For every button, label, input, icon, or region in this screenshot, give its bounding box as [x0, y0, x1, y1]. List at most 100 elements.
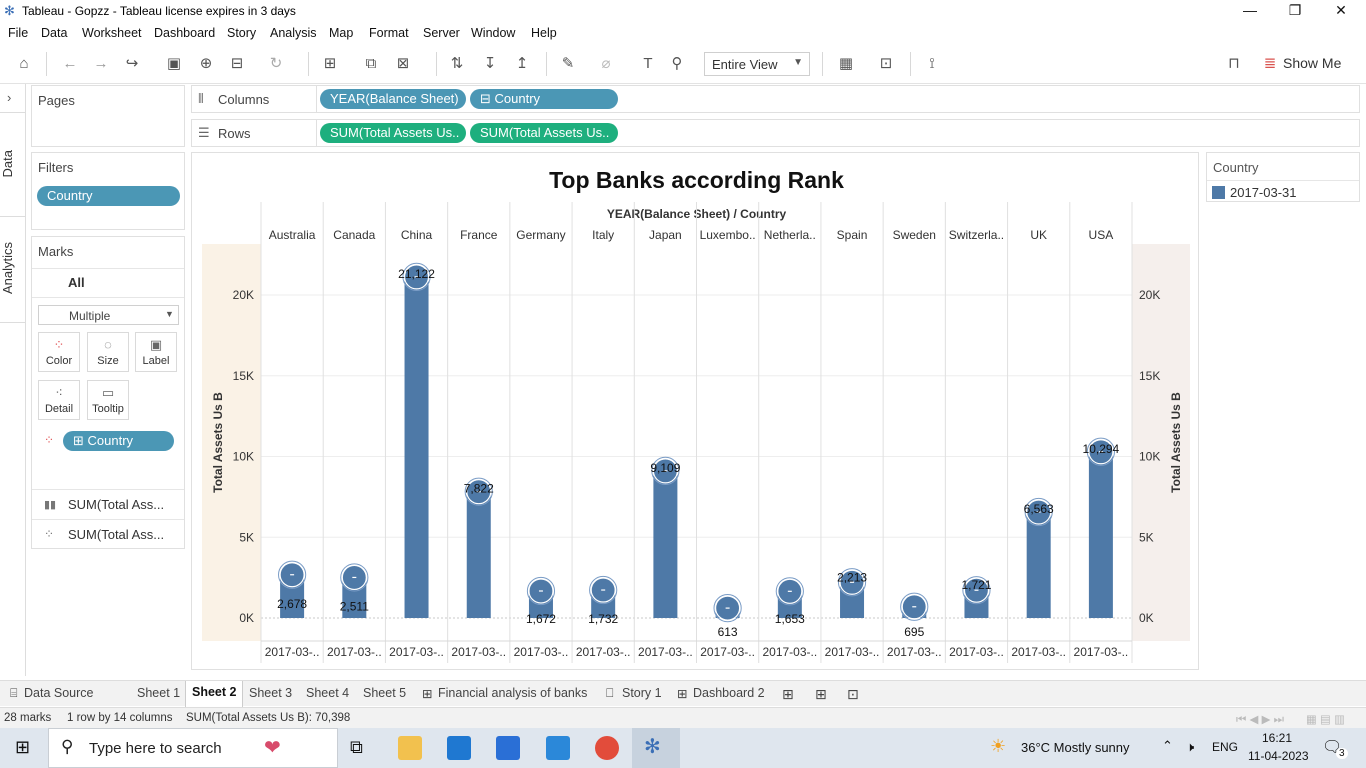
file-explorer-icon[interactable] [398, 736, 422, 760]
refresh-icon[interactable]: ↻ [269, 55, 283, 72]
marks-all-row[interactable]: All [32, 268, 184, 298]
expand-panel-icon[interactable]: › [7, 90, 12, 105]
sheet-tabs-bar: ⌸ Data Source Sheet 1 Sheet 2 Sheet 3 Sh… [0, 680, 1366, 707]
legend-divider [1207, 180, 1359, 181]
legend-swatch[interactable] [1212, 186, 1225, 199]
filters-panel[interactable]: Filters Country [31, 152, 185, 230]
mail-icon[interactable] [496, 736, 520, 760]
task-view-icon[interactable]: ⧉ [350, 737, 363, 757]
size-button[interactable]: ◌ Size [87, 332, 129, 372]
weather-text[interactable]: 36°C Mostly sunny [1021, 740, 1130, 755]
columns-pill-country[interactable]: ⊟ Country [470, 89, 618, 109]
restore-button[interactable]: ❐ [1288, 2, 1302, 18]
volume-muted-icon[interactable]: 🕨 [1186, 739, 1195, 754]
menu-map[interactable]: Map [329, 26, 354, 40]
label-button[interactable]: ▣ Label [135, 332, 177, 372]
new-worksheet-icon[interactable]: ⊞ [323, 55, 337, 72]
new-worksheet-icon[interactable]: ⊞ [782, 686, 794, 702]
side-tabs: › Data Analytics [0, 84, 26, 676]
sort-ascending-icon[interactable]: ↧ [483, 55, 497, 72]
tab-sheet-3[interactable]: Sheet 3 [249, 686, 293, 700]
pages-panel[interactable]: Pages [31, 85, 185, 147]
rows-pill-measure2[interactable]: SUM(Total Assets Us.. [470, 123, 618, 143]
group-members-icon[interactable]: ⌀ [601, 55, 611, 72]
color-button[interactable]: ⁘ Color [38, 332, 80, 372]
clock-time[interactable]: 16:21 [1262, 731, 1293, 745]
home-icon[interactable]: ⌂ [19, 55, 29, 72]
tab-sheet-5[interactable]: Sheet 5 [363, 686, 407, 700]
menu-story[interactable]: Story [227, 26, 257, 40]
menu-data[interactable]: Data [41, 26, 68, 40]
show-me-icon[interactable]: ≣ [1263, 55, 1277, 72]
taskbar-search-box[interactable]: ⚲ Type here to search ❤ [48, 728, 338, 768]
redo-icon[interactable]: → [93, 55, 109, 72]
rows-shelf[interactable]: ☰ Rows SUM(Total Assets Us.. SUM(Total A… [191, 119, 1360, 147]
share-icon[interactable]: ⟟ [929, 55, 935, 72]
microsoft-store-icon[interactable] [447, 736, 471, 760]
tab-sheet-2[interactable]: Sheet 2 [185, 681, 244, 707]
tableau-taskbar-icon[interactable]: ✻ [644, 736, 661, 758]
fit-dropdown[interactable]: Entire View ▼ [704, 52, 810, 76]
filter-pill-country[interactable]: Country [37, 186, 180, 206]
pin-axes-icon[interactable]: ⚲ [671, 55, 683, 72]
data-label: 10,294 [1083, 442, 1120, 456]
undo-icon[interactable]: ← [62, 55, 78, 72]
new-data-source-icon[interactable]: ⊕ [199, 55, 213, 72]
menu-window[interactable]: Window [471, 26, 516, 40]
tab-sheet-1[interactable]: Sheet 1 [137, 686, 181, 700]
pause-updates-icon[interactable]: ⊟ [230, 55, 244, 72]
menu-file[interactable]: File [8, 26, 29, 40]
show-me-button[interactable]: Show Me [1283, 55, 1342, 71]
tab-analytics[interactable]: Analytics [0, 242, 15, 295]
chrome-icon[interactable] [595, 736, 619, 760]
menu-analysis[interactable]: Analysis [270, 26, 317, 40]
columns-pill-year[interactable]: YEAR(Balance Sheet) [320, 89, 466, 109]
tab-financial-analysis[interactable]: Financial analysis of banks [438, 686, 588, 700]
detail-button[interactable]: ⁖ Detail [38, 380, 80, 420]
sheet-nav-icons[interactable]: ⏮ ◀ ▶ ⏭ [1236, 714, 1284, 726]
show-cards-icon[interactable]: ▦ [838, 55, 854, 72]
tab-dashboard-2[interactable]: Dashboard 2 [693, 686, 765, 700]
marks-card-bar[interactable]: ▮▮ SUM(Total Ass... [32, 489, 184, 519]
rows-pill-measure1[interactable]: SUM(Total Assets Us.. [320, 123, 466, 143]
menu-server[interactable]: Server [423, 26, 460, 40]
mark-type-dropdown[interactable]: Multiple ▼ [38, 305, 179, 325]
y-axis-title-left: Total Assets Us B [211, 392, 225, 493]
sort-descending-icon[interactable]: ↥ [515, 55, 529, 72]
menu-help[interactable]: Help [531, 26, 557, 40]
clear-sheet-icon[interactable]: ⊠ [396, 55, 410, 72]
new-story-icon[interactable]: ⊡ [847, 686, 859, 702]
marks-pill-country[interactable]: ⊞ Country [63, 431, 174, 451]
tray-chevron-up-icon[interactable]: ⌃ [1162, 738, 1173, 753]
column-header-label: UK [1030, 228, 1047, 242]
save-icon[interactable]: ▣ [166, 55, 182, 72]
columns-shelf[interactable]: ⦀ Columns YEAR(Balance Sheet) ⊟ Country [191, 85, 1360, 113]
tab-story-1[interactable]: Story 1 [622, 686, 662, 700]
vscode-icon[interactable] [546, 736, 570, 760]
language-indicator[interactable]: ENG [1212, 740, 1239, 754]
legend-item[interactable]: 2017-03-31 [1230, 185, 1297, 200]
presentation-mode-icon[interactable]: ⊡ [879, 55, 893, 72]
marks-card-circle[interactable]: ⁘ SUM(Total Ass... [32, 519, 184, 549]
tooltip-button[interactable]: ▭ Tooltip [87, 380, 129, 420]
menu-format[interactable]: Format [369, 26, 409, 40]
view-mode-icons[interactable]: ▦ ▤ ▥ [1306, 714, 1345, 726]
column-header-label: China [401, 228, 433, 242]
menu-dashboard[interactable]: Dashboard [154, 26, 216, 40]
paint-format-icon[interactable]: ⊓ [1228, 55, 1240, 72]
minimize-button[interactable]: — [1243, 2, 1257, 18]
highlight-icon[interactable]: ✎ [561, 55, 575, 72]
replay-icon[interactable]: ↪ [125, 55, 139, 72]
show-mark-labels-icon[interactable]: T [643, 55, 653, 72]
swap-rows-columns-icon[interactable]: ⇅ [450, 55, 464, 72]
tab-sheet-4[interactable]: Sheet 4 [306, 686, 350, 700]
clock-date[interactable]: 11-04-2023 [1248, 749, 1309, 763]
close-button[interactable]: ✕ [1335, 2, 1347, 18]
duplicate-sheet-icon[interactable]: ⧉ [365, 55, 377, 72]
windows-start-icon[interactable]: ⊞ [15, 737, 31, 757]
new-dashboard-icon[interactable]: ⊞ [815, 686, 827, 702]
bar [653, 470, 678, 618]
tab-data[interactable]: Data [0, 150, 15, 178]
tab-data-source[interactable]: Data Source [24, 686, 94, 700]
menu-worksheet[interactable]: Worksheet [82, 26, 142, 40]
